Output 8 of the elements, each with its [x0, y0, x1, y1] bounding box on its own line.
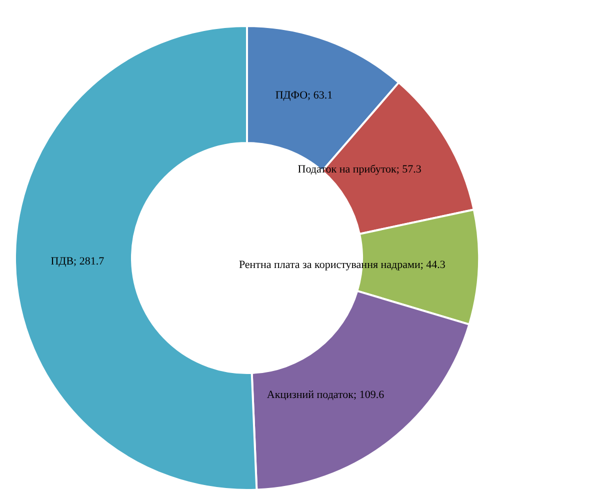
- data-label: ; 109.6: [354, 388, 385, 401]
- slice-label: ПДВ: [50, 256, 74, 268]
- data-label: ; 281.7: [74, 256, 105, 268]
- data-label: ; 44.3: [420, 258, 446, 271]
- data-label: ; 63.1: [308, 89, 333, 102]
- slice-label: ПДФО: [275, 89, 308, 102]
- slice-label: Акцизний податок: [266, 388, 354, 401]
- data-label: ; 57.3: [396, 164, 422, 176]
